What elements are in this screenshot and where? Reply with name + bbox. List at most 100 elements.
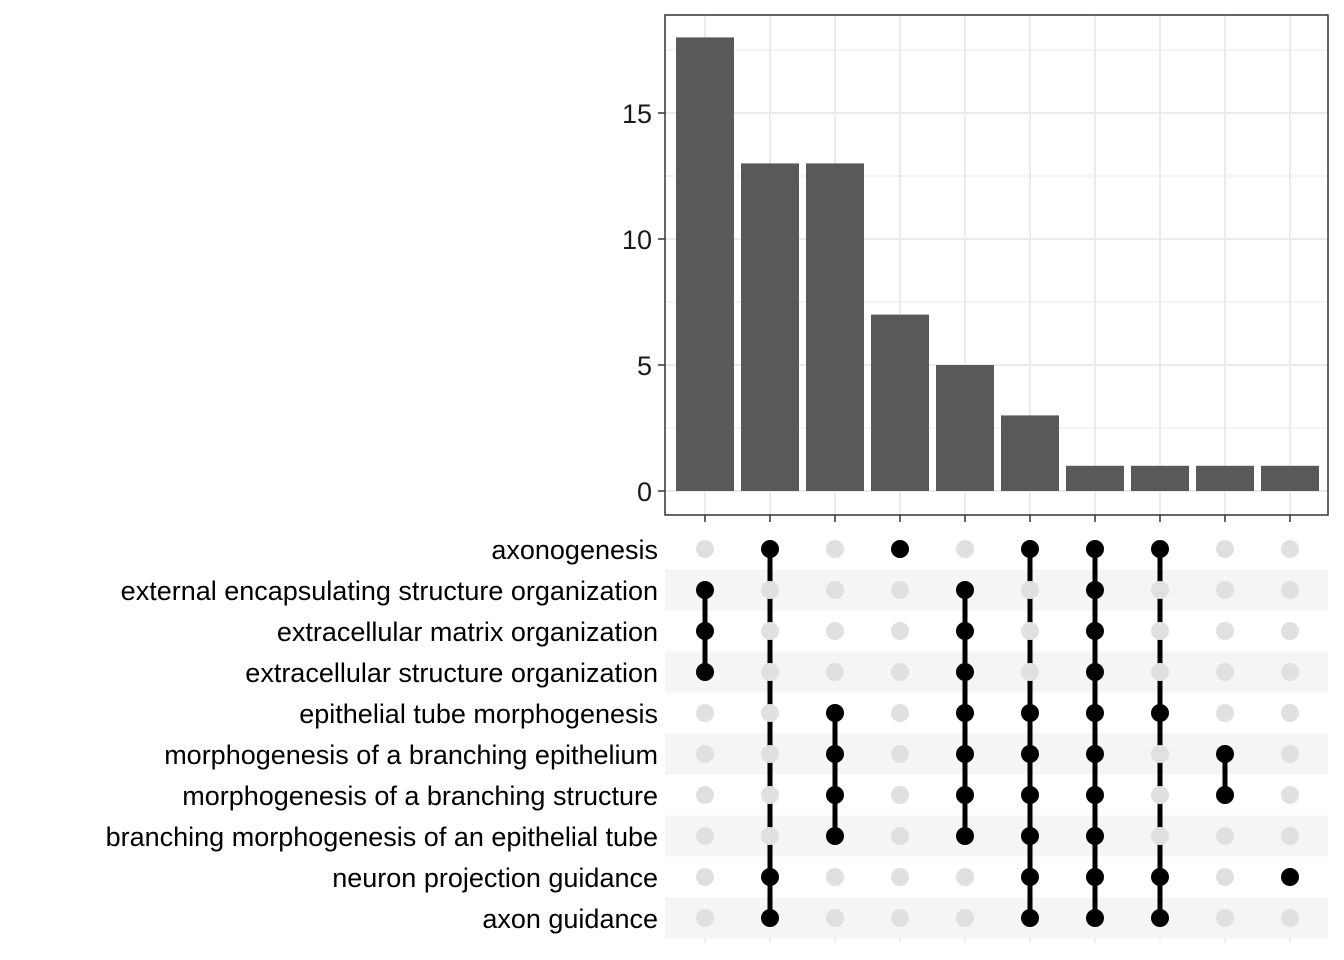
matrix-dot-inactive [1151,622,1169,640]
matrix-dot-active [1021,786,1039,804]
y-tick-label: 0 [637,477,652,507]
matrix-dot-inactive [1281,909,1299,927]
matrix-dot-active [891,540,909,558]
matrix-dot-active [826,786,844,804]
set-label: branching morphogenesis of an epithelial… [106,822,658,852]
matrix-dot-inactive [826,909,844,927]
matrix-dot-active [1086,745,1104,763]
matrix-dot-inactive [891,745,909,763]
matrix-dot-inactive [826,663,844,681]
matrix-dot-active [1021,704,1039,722]
matrix-dot-inactive [761,581,779,599]
y-tick-label: 10 [622,225,652,255]
matrix-dot-active [956,581,974,599]
intersection-bar [1196,465,1254,491]
matrix-dot-inactive [891,581,909,599]
intersection-bar [806,163,864,491]
matrix-dot-inactive [1216,540,1234,558]
matrix-dot-inactive [1151,786,1169,804]
matrix-dot-active [1086,663,1104,681]
set-label: axon guidance [482,904,658,934]
intersection-bar [1261,465,1319,491]
matrix-dot-inactive [761,745,779,763]
matrix-dot-active [1086,540,1104,558]
matrix-dot-inactive [826,868,844,886]
matrix-dot-inactive [1216,622,1234,640]
matrix-dot-inactive [1021,663,1039,681]
intersection-bar [871,314,929,491]
matrix-dot-inactive [1281,581,1299,599]
matrix-dot-active [826,827,844,845]
matrix-dot-active [1086,704,1104,722]
matrix-dot-active [956,704,974,722]
matrix-dot-active [1151,540,1169,558]
matrix-dot-inactive [891,663,909,681]
matrix-dot-active [956,745,974,763]
matrix-dot-inactive [891,704,909,722]
matrix-dot-inactive [826,540,844,558]
matrix-dot-active [1021,909,1039,927]
matrix-dot-inactive [1281,663,1299,681]
matrix-dot-active [761,909,779,927]
matrix-dot-inactive [826,581,844,599]
matrix-dot-inactive [761,786,779,804]
matrix-dot-inactive [1281,745,1299,763]
matrix-dot-active [1086,827,1104,845]
intersection-bar [1001,415,1059,491]
matrix-dot-active [1151,704,1169,722]
matrix-dot-inactive [1216,868,1234,886]
matrix-dot-inactive [1151,581,1169,599]
matrix-dot-active [696,663,714,681]
intersection-bar [1066,465,1124,491]
matrix-dot-inactive [696,827,714,845]
plot-border [664,14,1329,516]
matrix-dot-active [1086,581,1104,599]
matrix-dot-inactive [761,622,779,640]
matrix-dot-inactive [891,622,909,640]
matrix-dot-inactive [1151,745,1169,763]
matrix-dot-inactive [696,868,714,886]
matrix-dot-active [1216,745,1234,763]
matrix-dot-active [1151,868,1169,886]
matrix-dot-inactive [826,622,844,640]
matrix-dot-active [1021,827,1039,845]
matrix-dot-active [1086,909,1104,927]
matrix-dot-active [761,868,779,886]
set-label: neuron projection guidance [332,863,658,893]
matrix-dot-inactive [1021,622,1039,640]
matrix-dot-active [1021,540,1039,558]
matrix-dot-active [1281,868,1299,886]
set-label: axonogenesis [491,535,658,565]
matrix-dot-active [696,622,714,640]
intersection-bar [676,37,734,492]
matrix-dot-active [1086,868,1104,886]
matrix-dot-active [826,704,844,722]
set-label: extracellular structure organization [245,658,658,688]
matrix-dot-inactive [891,909,909,927]
matrix-dot-inactive [1281,622,1299,640]
matrix-dot-inactive [956,909,974,927]
matrix-dot-inactive [696,745,714,763]
matrix-panel: axonogenesis external encapsulating struc… [106,535,1328,943]
set-label: morphogenesis of a branching epithelium [164,740,658,770]
set-label: extracellular matrix organization [277,617,658,647]
set-label: epithelial tube morphogenesis [299,699,658,729]
matrix-dot-inactive [956,540,974,558]
matrix-dot-inactive [1281,786,1299,804]
matrix-dot-inactive [1281,704,1299,722]
matrix-dot-inactive [891,786,909,804]
matrix-dot-active [826,745,844,763]
matrix-dot-inactive [1281,540,1299,558]
matrix-dot-active [1021,868,1039,886]
matrix-dot-inactive [761,827,779,845]
matrix-dot-active [1021,745,1039,763]
matrix-dot-inactive [1151,827,1169,845]
matrix-dot-active [956,827,974,845]
matrix-dot-inactive [1216,827,1234,845]
matrix-dot-inactive [696,704,714,722]
set-label: external encapsulating structure organiz… [121,576,658,606]
matrix-dot-active [1086,622,1104,640]
matrix-dot-inactive [761,663,779,681]
matrix-dot-active [956,622,974,640]
matrix-dot-active [761,540,779,558]
